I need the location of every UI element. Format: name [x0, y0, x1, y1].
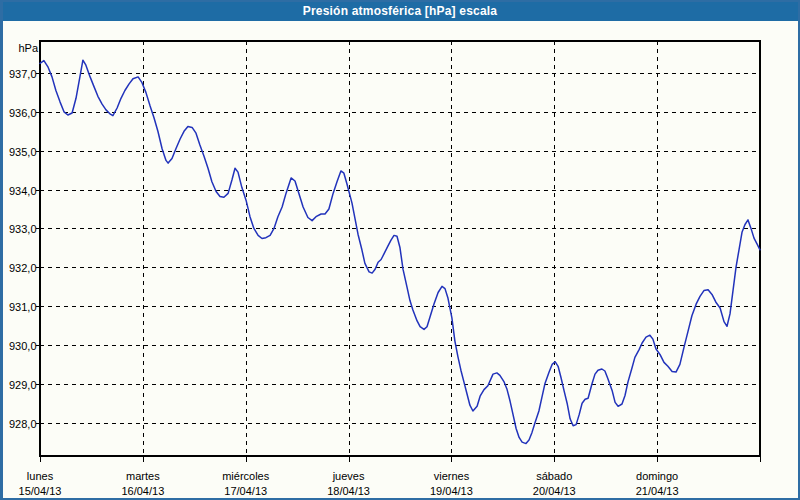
- day-name-label: lunes: [27, 470, 54, 482]
- y-axis-label: 934,0: [9, 185, 37, 197]
- y-axis-label: 932,0: [9, 262, 37, 274]
- day-date-label: 16/04/13: [121, 485, 164, 497]
- y-axis-label: 936,0: [9, 107, 37, 119]
- y-axis-label: 935,0: [9, 146, 37, 158]
- pressure-chart: 937,0 936,0 935,0 934,0 933,0 932,0 931,0 930,0…: [0, 0, 800, 500]
- y-axis-label: 937,0: [9, 68, 37, 80]
- y-axis-label: 929,0: [9, 379, 37, 391]
- y-axis-label: 930,0: [9, 340, 37, 352]
- day-date-label: 17/04/13: [224, 485, 267, 497]
- day-date-label: 21/04/13: [636, 485, 679, 497]
- chart-title: Presión atmosférica [hPa] escala: [303, 4, 498, 18]
- chart-window: 937,0 936,0 935,0 934,0 933,0 932,0 931,0 930,0…: [0, 0, 800, 500]
- y-axis-unit-label: hPa: [18, 42, 38, 54]
- day-name-label: martes: [126, 470, 160, 482]
- day-name-label: sábado: [536, 470, 572, 482]
- y-axis-label: 928,0: [9, 418, 37, 430]
- y-axis-label: 931,0: [9, 301, 37, 313]
- pressure-line: [40, 60, 760, 443]
- day-date-label: 19/04/13: [430, 485, 473, 497]
- day-name-label: jueves: [332, 470, 365, 482]
- day-name-label: miércoles: [222, 470, 270, 482]
- day-date-label: 18/04/13: [327, 485, 370, 497]
- title-bar: Presión atmosférica [hPa] escala: [0, 0, 800, 21]
- day-date-label: 15/04/13: [19, 485, 62, 497]
- day-name-label: domingo: [636, 470, 678, 482]
- day-name-label: viernes: [434, 470, 470, 482]
- day-date-label: 20/04/13: [533, 485, 576, 497]
- y-axis-label: 933,0: [9, 223, 37, 235]
